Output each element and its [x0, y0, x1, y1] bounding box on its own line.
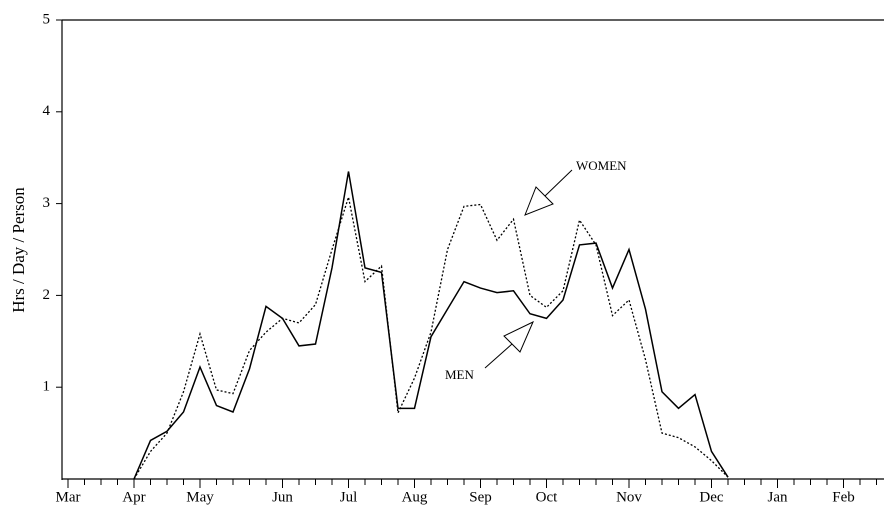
- y-axis-label: Hrs / Day / Person: [9, 187, 28, 313]
- arrow-shaft: [544, 169, 573, 197]
- series-annotation: MEN: [445, 367, 475, 382]
- series-line: [133, 171, 729, 480]
- x-tick-label: Oct: [536, 489, 558, 505]
- arrow-head: [524, 186, 554, 216]
- arrows: [484, 169, 573, 369]
- y-tick-label: 2: [43, 287, 51, 303]
- x-tick-label: Jan: [768, 489, 788, 505]
- x-tick-label: May: [186, 489, 214, 505]
- x-tick-label: Dec: [699, 489, 723, 505]
- x-tick-label: Apr: [122, 489, 145, 505]
- x-tick-label: Jul: [340, 489, 358, 505]
- y-tick-label: 5: [43, 11, 51, 27]
- y-tick-label: 3: [43, 195, 51, 211]
- y-tick-label: 1: [43, 379, 51, 395]
- arrow-shaft: [484, 343, 513, 369]
- x-tick-label: Jun: [272, 489, 293, 505]
- x-tick-label: Nov: [616, 489, 642, 505]
- series-annotation: WOMEN: [576, 158, 627, 173]
- y-tick-label: 4: [43, 103, 51, 119]
- x-tick-label: Sep: [469, 489, 492, 505]
- x-tick-label: Mar: [56, 489, 81, 505]
- arrow-head: [503, 320, 534, 353]
- x-tick-label: Feb: [832, 489, 855, 505]
- x-tick-label: Aug: [402, 489, 428, 505]
- series-line: [133, 196, 729, 480]
